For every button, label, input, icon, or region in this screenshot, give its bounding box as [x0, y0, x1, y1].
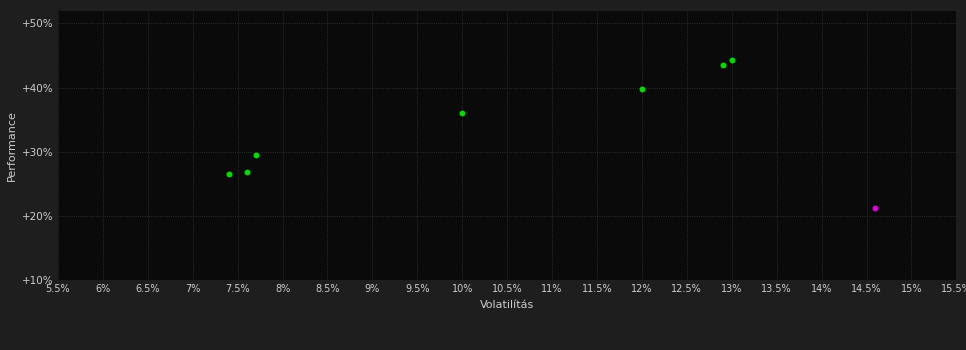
Point	[867, 205, 883, 211]
Point	[634, 86, 649, 92]
Point	[715, 62, 730, 68]
Y-axis label: Performance: Performance	[7, 110, 16, 181]
Point	[454, 110, 469, 116]
Point	[239, 169, 254, 175]
Point	[221, 172, 237, 177]
X-axis label: Volatilítás: Volatilítás	[480, 300, 534, 310]
Point	[248, 152, 264, 158]
Point	[724, 57, 740, 63]
